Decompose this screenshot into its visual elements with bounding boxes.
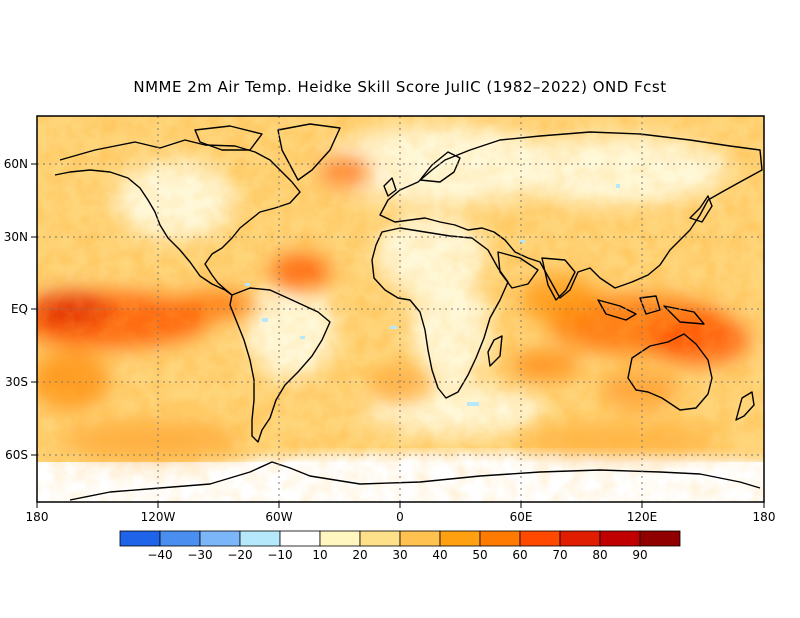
lat-label-30s: 30S [5, 375, 28, 389]
lat-label-30n: 30N [4, 230, 28, 244]
colorbar-label-10: 70 [552, 548, 567, 562]
colorbar-label-6: 30 [392, 548, 407, 562]
lon-label-60e: 60E [510, 510, 533, 524]
colorbar-swatch-7 [399, 530, 441, 547]
lat-label-60s: 60S [5, 448, 28, 462]
colorbar-label-2: −20 [227, 548, 252, 562]
colorbar-swatch-4 [279, 530, 321, 547]
lon-label-180w: 180 [26, 510, 49, 524]
axis-ticks [31, 163, 765, 508]
grid-lines [37, 116, 764, 502]
lon-label-180e: 180 [753, 510, 776, 524]
colorbar-swatch-8 [439, 530, 481, 547]
lon-label-120w: 120W [141, 510, 176, 524]
lon-label-120e: 120E [627, 510, 658, 524]
colorbar-label-3: −10 [267, 548, 292, 562]
colorbar-label-0: −40 [147, 548, 172, 562]
colorbar-label-4: 10 [312, 548, 327, 562]
colorbar-label-7: 40 [432, 548, 447, 562]
colorbar-swatch-2 [199, 530, 241, 547]
colorbar-swatch-9 [479, 530, 521, 547]
colorbar-label-5: 20 [352, 548, 367, 562]
coastlines [54, 123, 763, 501]
lon-label-0: 0 [396, 510, 404, 524]
colorbar-swatch-0 [119, 530, 161, 547]
colorbar-label-1: −30 [187, 548, 212, 562]
colorbar-label-11: 80 [592, 548, 607, 562]
lon-label-60w: 60W [265, 510, 292, 524]
colorbar-swatch-5 [319, 530, 361, 547]
colorbar-swatch-11 [559, 530, 601, 547]
colorbar-swatch-13 [639, 530, 681, 547]
colorbar-label-8: 50 [472, 548, 487, 562]
colorbar-swatch-3 [239, 530, 281, 547]
chart-title: NMME 2m Air Temp. Heidke Skill Score Jul… [133, 78, 667, 96]
colorbar: −40 −30 −20 −10 10 20 30 40 50 60 70 80 90 [119, 530, 681, 562]
colorbar-label-9: 60 [512, 548, 527, 562]
lat-label-eq: EQ [11, 302, 28, 316]
colorbar-swatch-1 [159, 530, 201, 547]
colorbar-swatch-10 [519, 530, 561, 547]
colorbar-swatch-12 [599, 530, 641, 547]
colorbar-label-12: 90 [632, 548, 647, 562]
colorbar-swatch-6 [359, 530, 401, 547]
lat-label-60n: 60N [4, 157, 28, 171]
